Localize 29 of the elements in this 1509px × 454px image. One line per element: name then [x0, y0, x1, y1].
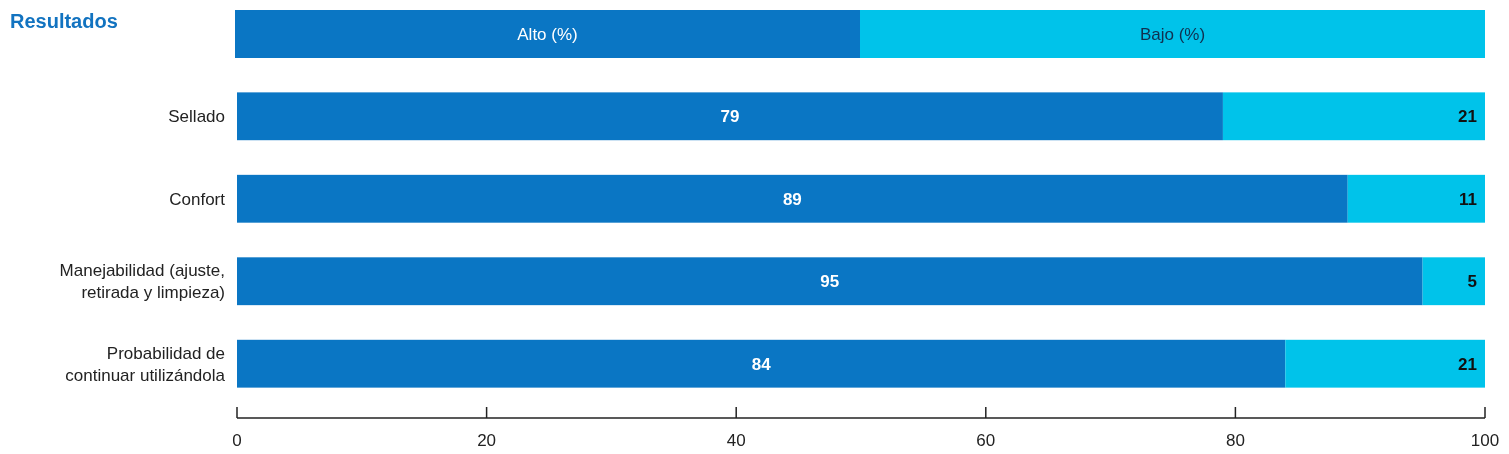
- data-label: 95: [820, 272, 840, 292]
- data-label: 5: [1467, 272, 1477, 292]
- bar: [237, 174, 1348, 223]
- text: Bajo (%): [1139, 25, 1206, 44]
- bar: [1347, 174, 1485, 223]
- bar: [237, 257, 1423, 306]
- x-tick-label: 40: [726, 431, 746, 450]
- x-tick-label: 80: [1225, 431, 1245, 450]
- text: Alto (%): [517, 25, 578, 44]
- text: Resultados: [10, 10, 118, 32]
- y-tick-label: Manejabilidad (ajuste, retirada y limpieza): [59, 261, 225, 303]
- bar: [1222, 92, 1485, 141]
- data-label: 11: [1459, 189, 1477, 209]
- data-label: 79: [720, 107, 740, 127]
- x-tick-label: 60: [976, 431, 996, 450]
- annotation: 21: [1458, 354, 1477, 374]
- bar: [237, 339, 1286, 388]
- y-tick-label: Sellado: [168, 107, 225, 127]
- data-label: 89: [782, 189, 802, 209]
- y-tick-label: Probabilidad de continuar utilizándola: [65, 343, 226, 385]
- bar: [1285, 339, 1485, 388]
- data-label: 84: [751, 354, 772, 374]
- bar: [1422, 257, 1485, 306]
- x-tick-label: 100: [1470, 431, 1500, 450]
- x-tick-label: 0: [232, 431, 242, 450]
- bar: [237, 92, 1223, 141]
- data-label: 21: [1458, 107, 1477, 127]
- x-tick-label: 20: [477, 431, 497, 450]
- y-tick-label: Confort: [169, 189, 226, 209]
